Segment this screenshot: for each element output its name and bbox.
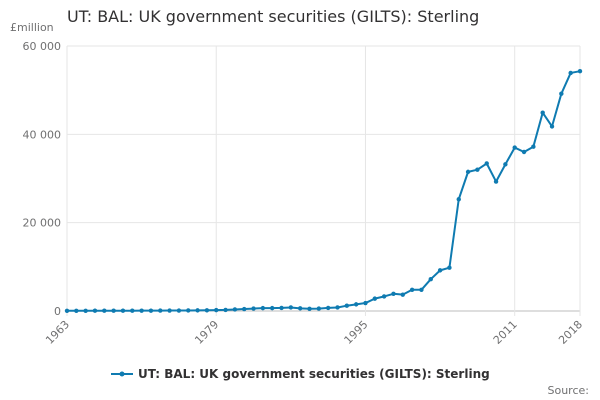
y-tick-label: 60 000 [23, 40, 62, 53]
data-point[interactable] [307, 306, 312, 311]
data-point[interactable] [120, 308, 126, 313]
y-tick-label: 20 000 [23, 217, 62, 230]
data-point[interactable] [400, 292, 405, 297]
y-axis-ticks: 0 20 000 40 000 60 000 [23, 40, 62, 318]
legend-label: UT: BAL: UK government securities (GILTS… [138, 367, 490, 381]
data-point[interactable] [158, 308, 163, 313]
data-point[interactable] [428, 277, 433, 282]
data-point[interactable] [288, 305, 294, 310]
data-point[interactable] [409, 287, 415, 292]
data-point[interactable] [344, 303, 350, 308]
x-tick-label: 2011 [491, 318, 520, 347]
y-axis-unit-label: £million [10, 21, 54, 34]
chart-title: UT: BAL: UK government securities (GILTS… [67, 7, 479, 26]
data-point[interactable] [83, 308, 88, 313]
data-point[interactable] [242, 306, 247, 312]
data-point[interactable] [475, 167, 480, 172]
legend[interactable]: UT: BAL: UK government securities (GILTS… [111, 367, 490, 381]
data-point[interactable] [270, 305, 275, 311]
data-point[interactable] [465, 169, 471, 175]
data-point[interactable] [139, 308, 144, 313]
data-point[interactable] [447, 265, 452, 270]
data-point[interactable] [531, 144, 536, 149]
data-point[interactable] [64, 308, 70, 313]
data-point[interactable] [130, 308, 135, 313]
data-point[interactable] [559, 91, 564, 96]
x-axis-ticks: 1963 1979 1995 2011 2018 [43, 318, 585, 347]
data-point[interactable] [297, 306, 303, 311]
data-point[interactable] [353, 302, 359, 307]
data-point[interactable] [316, 306, 322, 311]
data-point[interactable] [512, 145, 517, 150]
data-point[interactable] [186, 308, 191, 313]
data-point[interactable] [381, 294, 387, 299]
data-point[interactable] [437, 268, 443, 273]
x-tick-label: 1963 [43, 318, 72, 347]
series-layer [64, 68, 583, 313]
data-point[interactable] [419, 287, 424, 292]
data-point[interactable] [484, 161, 489, 166]
y-tick-label: 40 000 [23, 128, 62, 141]
data-point[interactable] [503, 162, 508, 167]
data-point[interactable] [540, 110, 545, 115]
data-point[interactable] [391, 291, 396, 296]
data-point[interactable] [363, 300, 368, 306]
data-point[interactable] [521, 149, 527, 155]
x-tick-label: 2018 [556, 318, 585, 347]
data-point[interactable] [223, 307, 228, 313]
data-point[interactable] [260, 305, 266, 311]
data-point[interactable] [568, 70, 573, 76]
data-point[interactable] [148, 308, 154, 313]
y-tick-label: 0 [54, 305, 61, 318]
x-tick-label: 1979 [192, 318, 221, 347]
data-point[interactable] [214, 307, 219, 313]
data-point[interactable] [195, 308, 200, 313]
data-point[interactable] [456, 197, 461, 202]
data-point[interactable] [232, 307, 238, 312]
data-point[interactable] [372, 296, 377, 301]
x-tick-label: 1995 [342, 318, 371, 347]
data-point[interactable] [549, 124, 555, 129]
data-point[interactable] [111, 308, 116, 313]
data-point[interactable] [167, 308, 172, 313]
data-point[interactable] [335, 305, 340, 310]
data-point[interactable] [74, 308, 79, 313]
data-point[interactable] [251, 306, 256, 311]
data-point[interactable] [176, 308, 182, 313]
data-point[interactable] [92, 308, 98, 313]
series-line [67, 70, 581, 312]
data-point[interactable] [325, 305, 331, 311]
data-point[interactable] [279, 305, 284, 311]
data-point[interactable] [102, 308, 107, 313]
data-point[interactable] [493, 179, 499, 184]
gridlines [66, 45, 581, 316]
data-point[interactable] [577, 68, 583, 74]
legend-marker-swatch [119, 371, 125, 377]
source-label[interactable]: Source: [548, 384, 590, 397]
data-point[interactable] [204, 308, 210, 313]
